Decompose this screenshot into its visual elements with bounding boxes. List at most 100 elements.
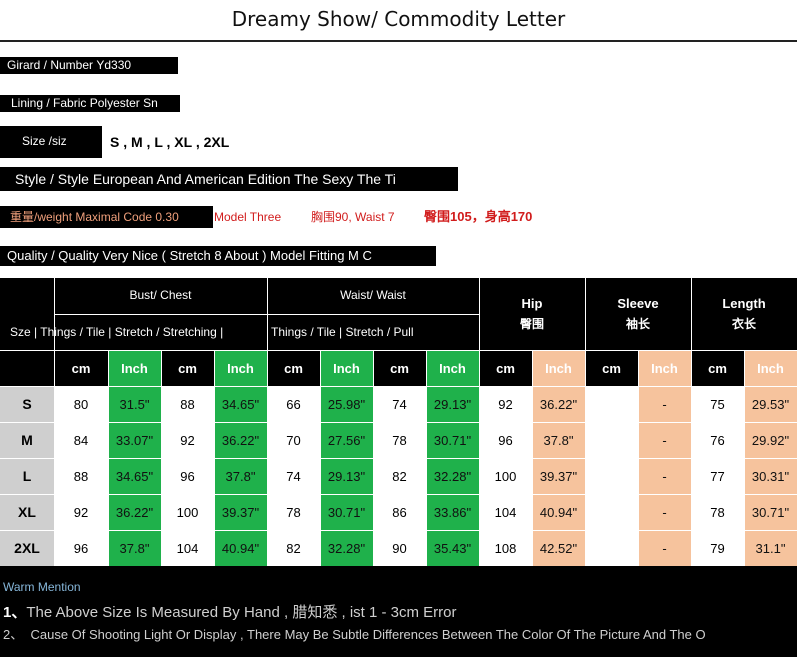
table-cell: 33.86" [426,494,479,530]
note-line-2: 2、 Cause Of Shooting Light Or Display , … [3,624,706,643]
waist-group-header: Waist/ Waist [340,288,406,302]
table-cell: 40.94" [532,494,585,530]
grid-hline [0,386,797,387]
unit-header-5: cm [284,360,303,376]
table-cell: 36.22" [214,422,267,458]
table-cell: 70 [267,422,320,458]
spec-size-label: Size /siz [0,126,102,158]
table-cell: 30.71" [744,494,797,530]
table-cell [585,422,638,458]
table-cell: 33.07" [108,422,161,458]
table-cell: 100 [479,458,532,494]
unit-header-7: cm [390,360,409,376]
stretch-label-right: Things / Tile | Stretch / Pull [271,325,414,339]
spec-number-label: Girard / Number Yd330 [0,57,178,74]
grid-hline [54,314,479,315]
unit-header-6: Inch [320,350,373,386]
unit-header-12: Inch [638,350,691,386]
spec-fabric-label: Lining / Fabric Polyester Sn [0,95,180,112]
table-cell: 78 [373,422,426,458]
hip-header-en: Hip [521,296,543,311]
hip-header-cn: 臀围 [519,317,544,331]
table-cell: 78 [691,494,744,530]
table-cell: 36.22" [532,386,585,422]
grid-hline [0,494,797,495]
table-cell: 29.13" [320,458,373,494]
row-size-L: L [0,458,54,494]
spec-bust-waist-text: 胸围90, Waist 7 [311,202,395,232]
spec-row-quality: Quality / Quality Very Nice ( Stretch 8 … [0,240,797,270]
table-cell: 30.71" [426,422,479,458]
table-cell: - [638,422,691,458]
table-cell: 35.43" [426,530,479,566]
row-size-M: M [0,422,54,458]
bust-group-header: Bust/ Chest [129,288,192,302]
spec-quality-label: Quality / Quality Very Nice ( Stretch 8 … [0,246,436,266]
grid-hline [0,458,797,459]
table-cell: 104 [479,494,532,530]
table-cell: - [638,530,691,566]
spec-weight-label: 重量/weight Maximal Code 0.30 [0,206,213,228]
table-cell: 30.31" [744,458,797,494]
table-cell: 96 [479,422,532,458]
table-cell: 74 [373,386,426,422]
table-cell [585,386,638,422]
table-cell: 31.1" [744,530,797,566]
table-cell: 75 [691,386,744,422]
table-cell: 78 [267,494,320,530]
spec-style-label: Style / Style European And American Edit… [0,167,458,191]
notes-panel: Warm Mention 1、The Above Size Is Measure… [0,568,797,657]
table-cell: 39.37" [214,494,267,530]
table-cell: 37.8" [108,530,161,566]
table-cell: 40.94" [214,530,267,566]
length-header: Length 衣长 [691,278,797,350]
table-cell: 88 [161,386,214,422]
table-cell: 108 [479,530,532,566]
table-cell: - [638,386,691,422]
grid-hline [0,350,797,351]
table-cell: 92 [479,386,532,422]
spec-hip-height-text: 臀围105，身高170 [424,202,533,232]
row-size-2XL: 2XL [0,530,54,566]
spec-row-weight: 重量/weight Maximal Code 0.30 Model Three … [0,202,797,232]
table-cell: 84 [54,422,108,458]
title-divider [0,40,797,42]
note-1-number: 1、 [3,604,27,621]
table-cell: 37.8" [214,458,267,494]
table-cell: 42.52" [532,530,585,566]
note-line-1: 1、The Above Size Is Measured By Hand , 腊… [3,601,457,622]
unit-header-4: Inch [214,350,267,386]
table-cell: 74 [267,458,320,494]
table-cell: 80 [54,386,108,422]
table-cell: 77 [691,458,744,494]
table-cell: 96 [54,530,108,566]
sleeve-header: Sleeve 袖长 [585,278,691,350]
table-cell: 92 [161,422,214,458]
table-cell: 79 [691,530,744,566]
spec-row-fabric: Lining / Fabric Polyester Sn [0,88,797,118]
table-cell: - [638,494,691,530]
unit-header-9: cm [496,360,515,376]
table-cell: 34.65" [214,386,267,422]
table-cell [585,494,638,530]
row-size-XL: XL [0,494,54,530]
spec-size-value: S , M , L , XL , 2XL [110,127,230,157]
unit-header-1: cm [71,360,91,376]
grid-hline [0,530,797,531]
table-cell: 104 [161,530,214,566]
table-cell: 66 [267,386,320,422]
table-cell: 25.98" [320,386,373,422]
table-cell: 82 [267,530,320,566]
table-cell: 32.28" [426,458,479,494]
length-header-en: Length [722,296,766,311]
page-title: Dreamy Show/ Commodity Letter [231,7,566,31]
table-cell: 76 [691,422,744,458]
table-cell: 27.56" [320,422,373,458]
spec-model-text: Model Three [214,202,282,232]
unit-header-13: cm [708,360,727,376]
spec-row-number: Girard / Number Yd330 [0,50,797,80]
table-cell: 90 [373,530,426,566]
unit-header-8: Inch [426,350,479,386]
table-cell: 36.22" [108,494,161,530]
table-cell: 29.53" [744,386,797,422]
